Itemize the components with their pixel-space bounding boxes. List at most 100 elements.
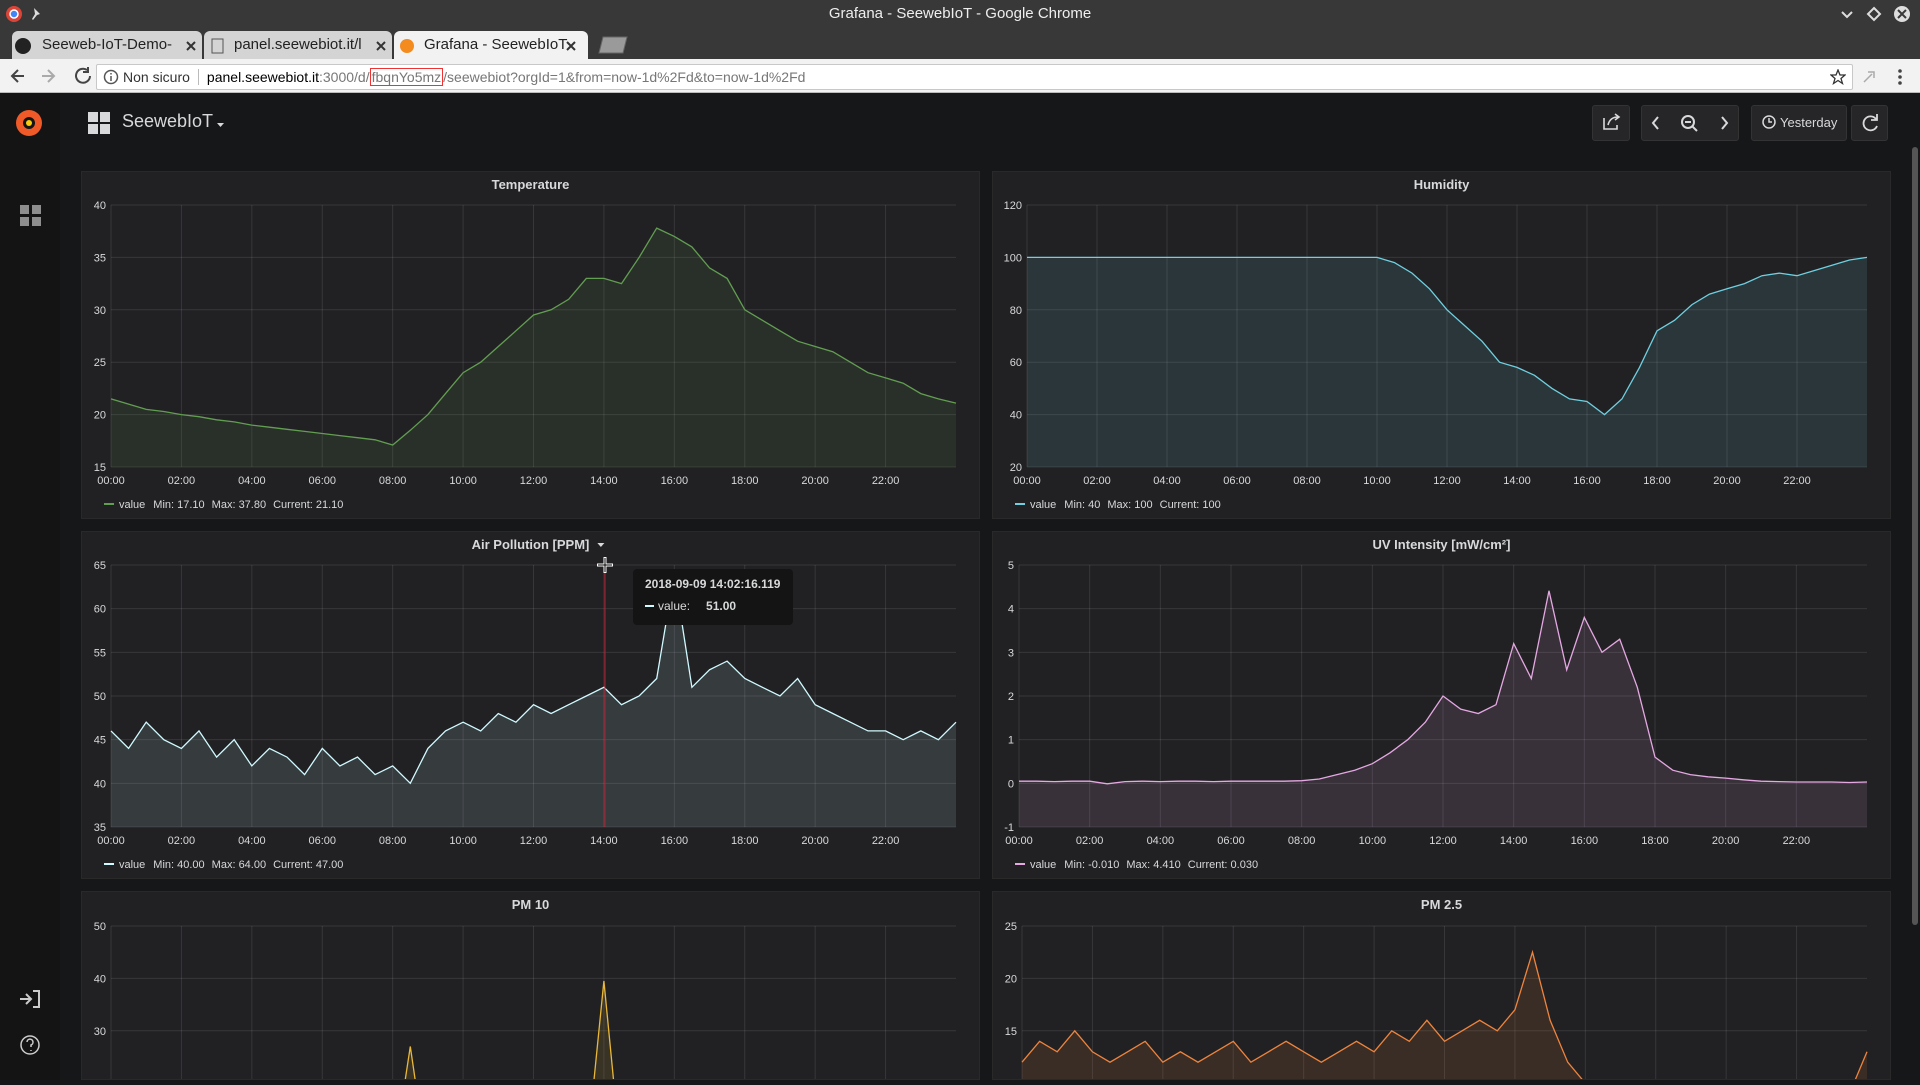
panel-chart: Temperature 15 20 25 30 35 40 00:00 02:00 04:00 06… [94, 177, 957, 511]
panel-title: Humidity [1414, 177, 1470, 192]
refresh-button[interactable] [1851, 105, 1888, 141]
legend-swatch [104, 503, 114, 505]
legend-stat: Min: 40 [1064, 499, 1100, 511]
panel: Temperature 15 20 25 30 35 40 00:00 02:00 04:00 06… [81, 171, 980, 519]
y-tick-label: 15 [1005, 1026, 1017, 1038]
help-icon[interactable] [20, 1035, 40, 1055]
panel-title: PM 2.5 [1421, 897, 1462, 912]
x-tick-label: 06:00 [1217, 835, 1245, 847]
info-icon [103, 69, 119, 85]
tab[interactable]: panel.seewebiot.it/l [204, 31, 392, 59]
x-tick-label: 16:00 [1573, 475, 1601, 487]
legend-label: value [1030, 499, 1056, 511]
x-tick-label: 20:00 [1713, 475, 1741, 487]
time-picker[interactable]: Yesterday [1751, 105, 1847, 141]
x-tick-label: 02:00 [1083, 475, 1111, 487]
series-area [1019, 590, 1867, 827]
time-nav-buttons[interactable] [1641, 105, 1739, 141]
tab[interactable]: Seeweb-IoT-Demo- [12, 31, 202, 59]
y-tick-label: 60 [1010, 357, 1022, 369]
url-path: :3000/d/ [319, 69, 370, 85]
tooltip-series: value: [658, 599, 691, 613]
dashboard-caret [217, 123, 224, 127]
dashboards-icon[interactable] [20, 205, 41, 226]
x-tick-label: 00:00 [97, 475, 125, 487]
browser-menu[interactable] [1860, 68, 1916, 86]
panel-menu-caret [597, 543, 605, 547]
legend-swatch [1015, 863, 1025, 865]
legend-stat: Min: 40.00 [153, 859, 204, 871]
sidebar-icons [16, 110, 42, 1055]
y-tick-label: 65 [94, 560, 106, 572]
panel-chart: UV Intensity [mW/cm²] -1 0 1 2 3 4 5 00:00 02:00 0… [1004, 537, 1868, 871]
panel-chart: PM 2.5 15 20 25 [1005, 897, 1868, 1079]
series-area [1022, 952, 1867, 1079]
legend-stat: Min: -0.010 [1064, 859, 1119, 871]
x-tick-label: 00:00 [97, 835, 125, 847]
tab-icons [15, 38, 576, 54]
tooltip-swatch [645, 605, 654, 607]
x-tick-label: 04:00 [1147, 835, 1175, 847]
dashboard-icon [88, 112, 110, 134]
window-controls[interactable] [1834, 4, 1914, 24]
time-range-label: Yesterday [1780, 115, 1838, 130]
x-tick-label: 08:00 [379, 475, 407, 487]
panel: Air Pollution [PPM] 35 40 45 50 55 60 65 00:00 02… [81, 531, 980, 879]
series-line [110, 227, 957, 446]
url-uid: fbqnYo5mz [369, 68, 444, 86]
series-area [1027, 257, 1867, 467]
x-tick-label: 16:00 [1571, 835, 1599, 847]
tab-title: panel.seewebiot.it/l [234, 36, 362, 53]
tab-title: Seeweb-IoT-Demo- [42, 36, 173, 53]
x-tick-label: 06:00 [1223, 475, 1251, 487]
x-tick-label: 02:00 [168, 475, 196, 487]
y-tick-label: 4 [1008, 604, 1014, 616]
y-tick-label: 45 [94, 735, 106, 747]
dashboard-title[interactable]: SeewebIoT [122, 111, 214, 131]
grafana-logo[interactable] [16, 110, 42, 136]
x-tick-label: 06:00 [308, 475, 336, 487]
x-tick-label: 12:00 [520, 835, 548, 847]
x-tick-label: 14:00 [590, 475, 618, 487]
x-tick-label: 04:00 [238, 475, 266, 487]
scrollbar[interactable] [1912, 147, 1918, 925]
x-tick-label: 16:00 [661, 475, 689, 487]
bookmark-star[interactable] [1830, 69, 1846, 85]
new-tab-button[interactable] [595, 33, 631, 57]
sign-in-icon[interactable] [20, 990, 40, 1008]
x-tick-label: 04:00 [1153, 475, 1181, 487]
x-tick-label: 20:00 [801, 475, 829, 487]
x-tick-label: 18:00 [731, 475, 759, 487]
legend-stat: Max: 4.410 [1126, 859, 1180, 871]
x-tick-label: 10:00 [1359, 835, 1387, 847]
legend-stat: Min: 17.10 [153, 499, 204, 511]
y-tick-label: 20 [94, 410, 106, 422]
legend-swatch [1015, 503, 1025, 505]
active-tab[interactable]: Grafana - SeewebIoT [394, 31, 588, 59]
x-tick-label: 00:00 [1005, 835, 1033, 847]
y-tick-label: 30 [94, 1026, 106, 1038]
series-line [1021, 949, 1868, 1079]
x-tick-label: 22:00 [872, 835, 900, 847]
series-line [1019, 590, 1868, 785]
series-area [111, 573, 956, 827]
x-tick-label: 08:00 [379, 835, 407, 847]
panel: PM 2.5 15 20 25 [992, 891, 1891, 1080]
x-tick-label: 10:00 [449, 835, 477, 847]
legend-swatch [104, 863, 114, 865]
x-tick-label: 10:00 [449, 475, 477, 487]
y-tick-label: 40 [94, 200, 106, 212]
y-tick-label: 50 [94, 921, 106, 933]
dashboard-nav: SeewebIoT Yesterday [60, 93, 1920, 153]
y-tick-label: 3 [1008, 647, 1014, 659]
x-tick-label: 14:00 [590, 835, 618, 847]
x-tick-label: 02:00 [1076, 835, 1104, 847]
nav-buttons[interactable] [8, 66, 92, 86]
x-tick-label: 08:00 [1288, 835, 1316, 847]
legend-stat: Max: 64.00 [212, 859, 266, 871]
share-button[interactable] [1592, 105, 1630, 141]
url-rest: /seewebiot?orgId=1&from=now-1d%2Fd&to=no… [443, 69, 806, 85]
omnibox[interactable]: Non sicuro panel.seewebiot.it:3000/d/fbqn… [96, 64, 1853, 90]
legend-stat: Current: 100 [1160, 499, 1221, 511]
